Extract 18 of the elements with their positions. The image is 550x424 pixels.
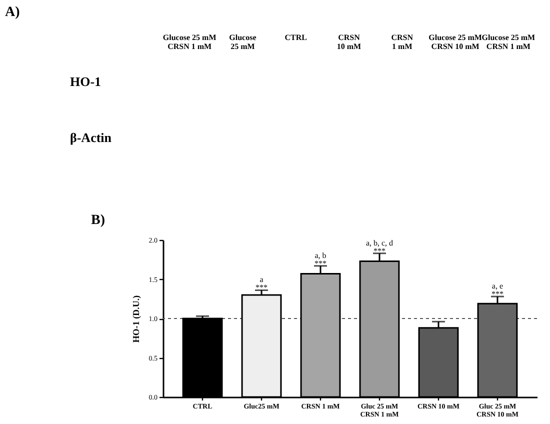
category-label: β-Actin <box>70 130 112 145</box>
annotation: a, b *** <box>314 250 327 268</box>
category-label: CRSN 10 mM <box>336 33 362 51</box>
category-label: Glucose 25 mM <box>482 33 536 42</box>
annotation: a, e *** <box>491 282 504 299</box>
annotation: a *** <box>256 275 268 292</box>
y-axis-title: HO-1 (D.U.) <box>130 295 141 343</box>
annotation: a, b, c, d *** <box>366 238 394 256</box>
text: A) <box>5 5 20 20</box>
category-label: Glucose 25 mM CRSN 1 mM <box>162 33 217 51</box>
category-label: CRSN 10 mM <box>431 42 480 51</box>
category-label: HO-1 <box>70 74 102 89</box>
chart-title: B) <box>91 213 106 228</box>
category-label: CRSN 1 mM <box>486 42 531 51</box>
category-label: CRSN 1 mM <box>391 33 414 51</box>
category-label: CTRL <box>284 33 307 42</box>
category-label: Glucose 25 mM <box>428 33 482 42</box>
category-label: Glucose 25 mM <box>229 33 256 51</box>
